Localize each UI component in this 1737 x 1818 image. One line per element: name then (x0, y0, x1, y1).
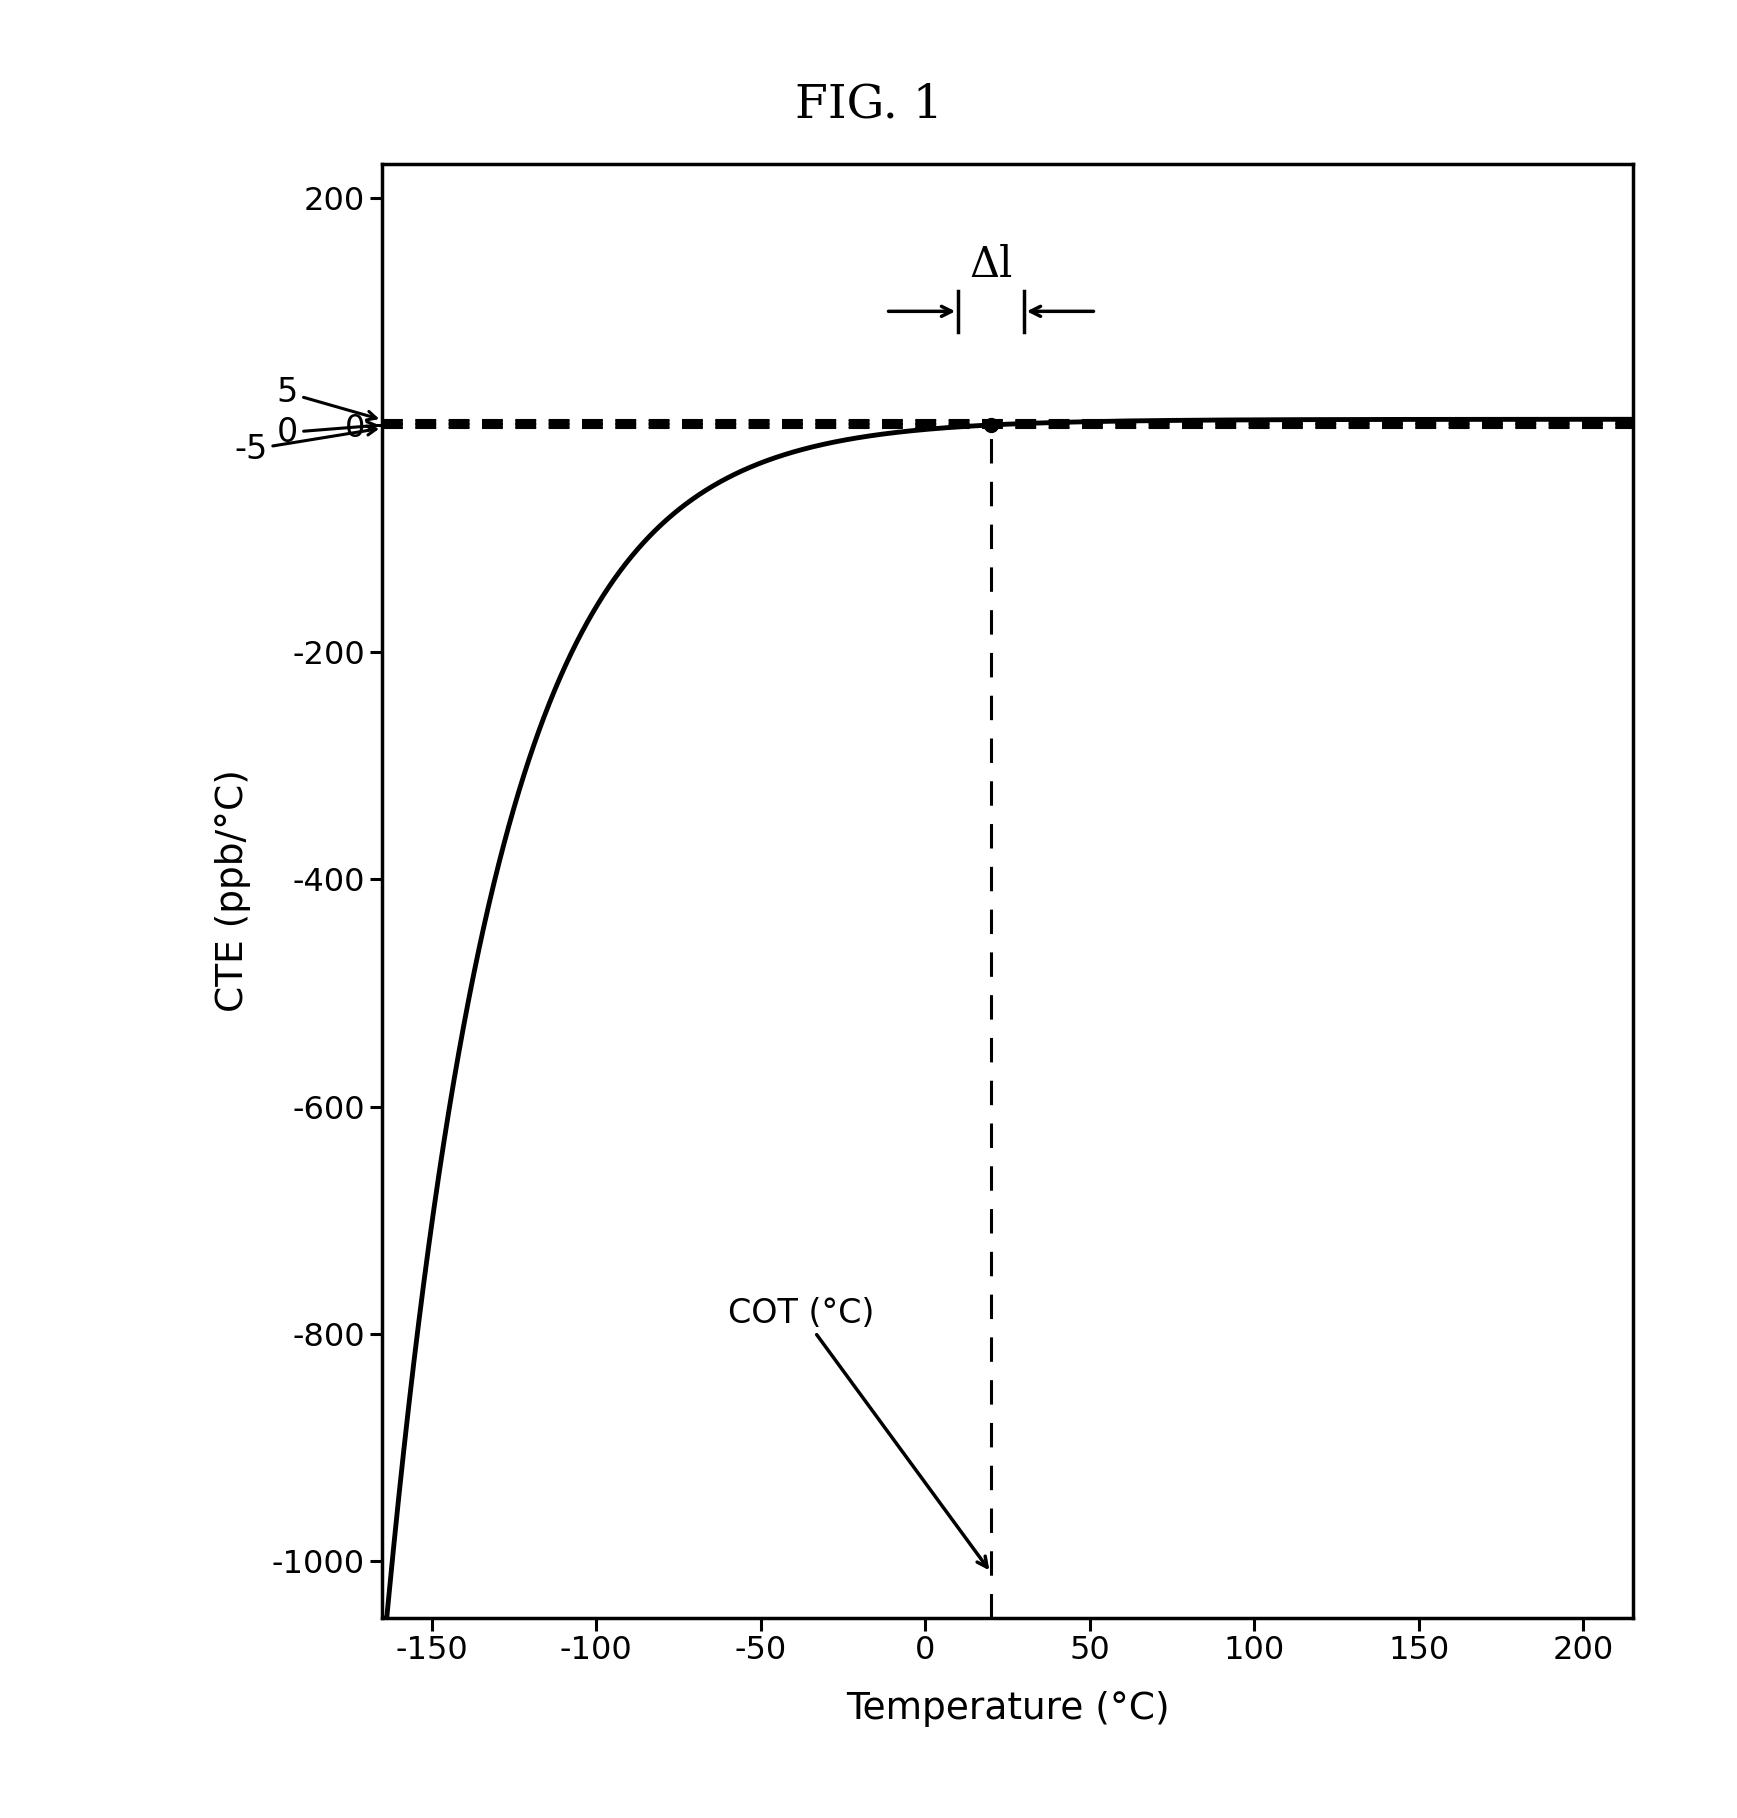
Text: -5: -5 (234, 425, 375, 465)
Text: Δl: Δl (969, 244, 1013, 287)
Text: COT (°C): COT (°C) (728, 1296, 987, 1567)
Text: FIG. 1: FIG. 1 (794, 82, 943, 127)
X-axis label: Temperature (°C): Temperature (°C) (846, 1691, 1169, 1727)
Text: 5: 5 (276, 376, 377, 420)
Text: 0: 0 (276, 416, 375, 449)
Y-axis label: CTE (ppb/°C): CTE (ppb/°C) (215, 769, 250, 1013)
